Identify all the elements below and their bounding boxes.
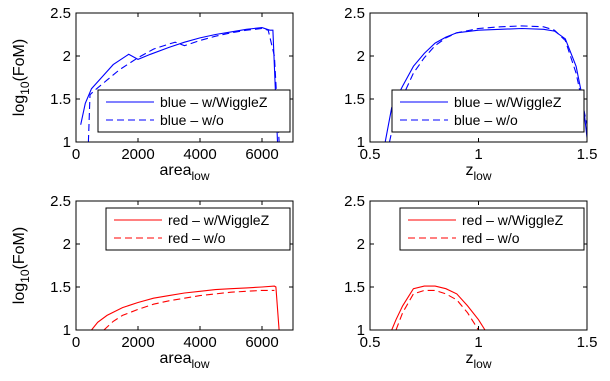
- legend-box: [399, 207, 585, 251]
- series-line-without: [87, 27, 280, 142]
- y-axis-label-main: log: [11, 283, 28, 304]
- x-tick-label: 1.5: [577, 146, 598, 163]
- x-tick-label: 0.5: [360, 334, 381, 351]
- y-tick-label: 2: [357, 48, 365, 65]
- y-tick-label: 2.5: [344, 193, 365, 210]
- y-axis-label: log10(FoM): [11, 39, 32, 116]
- series-line-with-wigglez: [391, 285, 486, 330]
- plot-area: [91, 285, 280, 330]
- series-line-with-wigglez: [384, 27, 587, 142]
- y-tick-label: 1: [63, 134, 71, 151]
- y-tick-label: 1: [357, 322, 365, 339]
- panel-bottom-left: 0 2000 4000 6000 1 1.5 2 2.5 arealow log10(FoM) re…: [11, 193, 294, 371]
- legend-entry: red – w/o: [462, 230, 520, 246]
- legend: red – w/WiggleZ red – w/o: [399, 207, 585, 251]
- x-tick-label: 0.5: [360, 146, 381, 163]
- x-axis-label: zlow: [465, 162, 491, 183]
- y-tick-label: 2.5: [50, 193, 71, 210]
- y-tick-label: 2: [63, 236, 71, 253]
- y-tick-label: 1.5: [50, 279, 71, 296]
- panel-top-left: 0 2000 4000 6000 1 1.5 2 2.5 arealow log10(FoM) bl…: [11, 5, 294, 183]
- x-tick-label: 1: [474, 146, 482, 163]
- series-line-with-wigglez: [91, 285, 280, 330]
- plot-area: [80, 27, 280, 142]
- y-axis-label-group: log10(FoM): [11, 227, 32, 304]
- x-axis-label: arealow: [159, 162, 209, 183]
- legend-box: [105, 207, 291, 251]
- y-axis-label-tail: (FoM): [11, 39, 28, 82]
- x-axis-label-main: z: [465, 162, 473, 179]
- y-tick-label: 2.5: [344, 5, 365, 22]
- series-line-without: [103, 289, 275, 330]
- x-tick-label: 2000: [121, 146, 154, 163]
- x-axis-label-subscript: low: [473, 357, 491, 371]
- x-tick-label: 2000: [121, 334, 154, 351]
- series-line-with-wigglez: [80, 27, 279, 142]
- legend: blue – w/WiggleZ blue – w/o: [391, 89, 585, 133]
- plot-area: [384, 25, 587, 142]
- x-axis-label-main: z: [465, 350, 473, 367]
- x-tick-label: 1.5: [577, 334, 598, 351]
- legend-box: [391, 89, 585, 133]
- x-axis-label: arealow: [159, 350, 209, 371]
- x-axis-label-subscript: low: [192, 357, 210, 371]
- x-tick-label: 6000: [245, 146, 278, 163]
- legend-entry: blue – w/WiggleZ: [454, 94, 562, 110]
- y-tick-label: 1.5: [344, 91, 365, 108]
- legend-entry: blue – w/o: [454, 112, 518, 128]
- legend-entry: red – w/WiggleZ: [168, 212, 270, 228]
- x-tick-label: 4000: [183, 146, 216, 163]
- y-tick-label: 1.5: [50, 91, 71, 108]
- legend: blue – w/WiggleZ blue – w/o: [97, 89, 291, 133]
- legend-box: [97, 89, 291, 133]
- y-tick-label: 2: [63, 48, 71, 65]
- y-axis-label-main: log: [11, 95, 28, 116]
- legend: red – w/WiggleZ red – w/o: [105, 207, 291, 251]
- axes-frame: [75, 12, 294, 143]
- x-axis-label-subscript: low: [192, 169, 210, 183]
- plot-area: [391, 285, 486, 330]
- x-axis-label-main: area: [159, 350, 191, 367]
- x-tick-label: 4000: [183, 334, 216, 351]
- y-axis-label: log10(FoM): [11, 227, 32, 304]
- x-tick-label: 0: [72, 146, 80, 163]
- y-tick-label: 1: [357, 134, 365, 151]
- y-tick-label: 1.5: [344, 279, 365, 296]
- y-tick-label: 2.5: [50, 5, 71, 22]
- legend-entry: red – w/o: [168, 230, 226, 246]
- y-axis-label-group: log10(FoM): [11, 39, 32, 116]
- y-axis-label-tail: (FoM): [11, 227, 28, 270]
- series-line-without: [395, 289, 479, 330]
- series-line-without: [388, 25, 587, 142]
- axes-frame: [75, 200, 294, 331]
- x-tick-label: 1: [474, 334, 482, 351]
- legend-entry: blue – w/o: [160, 112, 224, 128]
- x-axis-label-subscript: low: [473, 169, 491, 183]
- legend-entry: red – w/WiggleZ: [462, 212, 564, 228]
- y-tick-label: 2: [357, 236, 365, 253]
- x-axis-label-main: area: [159, 162, 191, 179]
- y-axis-label-subscript: 10: [18, 269, 32, 283]
- x-tick-label: 6000: [245, 334, 278, 351]
- x-axis-label: zlow: [465, 350, 491, 371]
- legend-entry: blue – w/WiggleZ: [160, 94, 268, 110]
- x-tick-label: 0: [72, 334, 80, 351]
- y-axis-label-subscript: 10: [18, 81, 32, 95]
- y-tick-label: 1: [63, 322, 71, 339]
